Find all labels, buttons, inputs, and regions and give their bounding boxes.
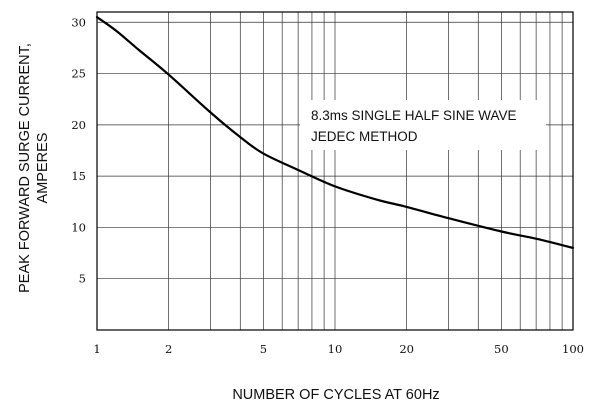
annotation-line-1: 8.3ms SINGLE HALF SINE WAVE <box>311 108 517 123</box>
y-tick-label: 15 <box>71 169 86 183</box>
x-axis-label: NUMBER OF CYCLES AT 60Hz <box>232 387 439 403</box>
x-tick-label: 2 <box>165 342 172 356</box>
y-tick-label: 25 <box>71 67 86 81</box>
y-tick-label: 30 <box>71 15 86 29</box>
x-tick-label: 20 <box>399 342 414 356</box>
y-tick-label: 20 <box>71 118 86 132</box>
x-tick-label: 5 <box>260 342 267 356</box>
annotation-background <box>300 100 546 150</box>
x-tick-label: 1 <box>93 342 100 356</box>
annotation-line-2: JEDEC METHOD <box>311 129 418 144</box>
x-tick-label: 100 <box>562 342 584 356</box>
y-tick-label: 10 <box>71 220 86 234</box>
grid <box>97 12 573 330</box>
y-tick-label: 5 <box>79 272 86 286</box>
y-tick-labels: 5 10 15 20 25 30 <box>71 15 86 285</box>
x-tick-label: 50 <box>494 342 509 356</box>
y-axis-label-line-2: AMPERES <box>35 133 51 204</box>
x-tick-label: 10 <box>328 342 343 356</box>
surge-curve <box>95 16 575 249</box>
plot-frame <box>96 11 574 331</box>
x-tick-labels: 1 2 5 10 20 50 100 <box>93 342 584 356</box>
y-axis-label-line-1: PEAK FORWARD SURGE CURRENT, <box>17 43 33 293</box>
